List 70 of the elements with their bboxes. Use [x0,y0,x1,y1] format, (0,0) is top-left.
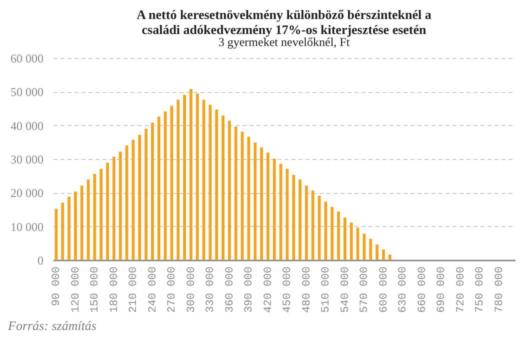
bar [234,126,238,260]
x-tick-label: 780 000 [494,266,506,313]
bar [100,168,103,260]
bar [369,238,372,260]
bar [272,158,276,260]
bar [298,180,302,260]
x-tick-label: 240 000 [147,266,160,313]
x-tick-label: 330 000 [205,266,218,313]
bar [68,196,70,260]
x-tick-label: 450 000 [282,266,294,313]
bar [228,120,231,260]
bar [292,174,296,260]
bar [330,206,334,260]
x-tick-label: 540 000 [340,266,352,313]
bar [344,218,346,260]
bar [266,152,270,260]
bar [222,116,224,260]
x-tick-label: 270 000 [166,266,179,313]
x-tick-label: 630 000 [398,266,410,313]
bar [61,202,64,260]
text: A nettó keresetnövekmény különböző bérszinteknél a [136,7,432,22]
bar [106,162,109,260]
bar [337,212,340,260]
y-tick-label: 30 000 [10,152,44,166]
bar [74,192,77,260]
text: családi adókedvezmény 17%-os kiterjesztése esetén [142,22,426,37]
bar [260,148,263,260]
bar [144,128,148,260]
bar [157,116,160,260]
bar [138,134,142,260]
bar [176,100,180,260]
x-tick-label: 150 000 [90,266,102,313]
bar [350,222,353,260]
x-tick-label: 750 000 [474,266,487,313]
bar [183,94,186,260]
y-tick-label: 0 [38,254,44,268]
x-tick-label: 300 000 [186,266,198,313]
x-tick-label: 90 000 [51,266,64,306]
x-tick-label: 510 000 [320,266,333,313]
y-tick-label: 20 000 [10,186,44,200]
y-tick-label: 10 000 [10,220,44,234]
x-tick-label: 720 000 [455,266,468,313]
x-tick-label: 690 000 [436,266,448,313]
x-tick-label: 360 000 [224,266,236,313]
bar [305,186,308,260]
bar [190,88,192,260]
bar [118,152,122,260]
x-tick-label: 210 000 [128,266,140,313]
bar [254,142,257,260]
bar [196,94,199,260]
bar [151,122,154,260]
y-tick-label: 50 000 [10,85,44,100]
y-tick-label: 40 000 [10,118,44,133]
bar [80,186,84,260]
x-tick-label: 480 000 [301,266,314,313]
x-tick-label: 600 000 [378,266,390,313]
bar [388,254,392,260]
bar [382,250,385,260]
x-tick-label: 390 000 [244,266,256,313]
y-tick-label: 60 000 [10,52,44,66]
x-tick-label: 120 000 [70,266,82,313]
bar [112,156,116,260]
text: Forrás: számítás [8,318,96,334]
bar [215,110,218,260]
x-tick-label: 570 000 [359,266,372,313]
x-tick-label: 180 000 [108,266,121,313]
x-tick-label: 660 000 [416,266,429,313]
x-tick-label: 420 000 [262,266,275,313]
bar [311,190,314,260]
bar [376,244,378,260]
